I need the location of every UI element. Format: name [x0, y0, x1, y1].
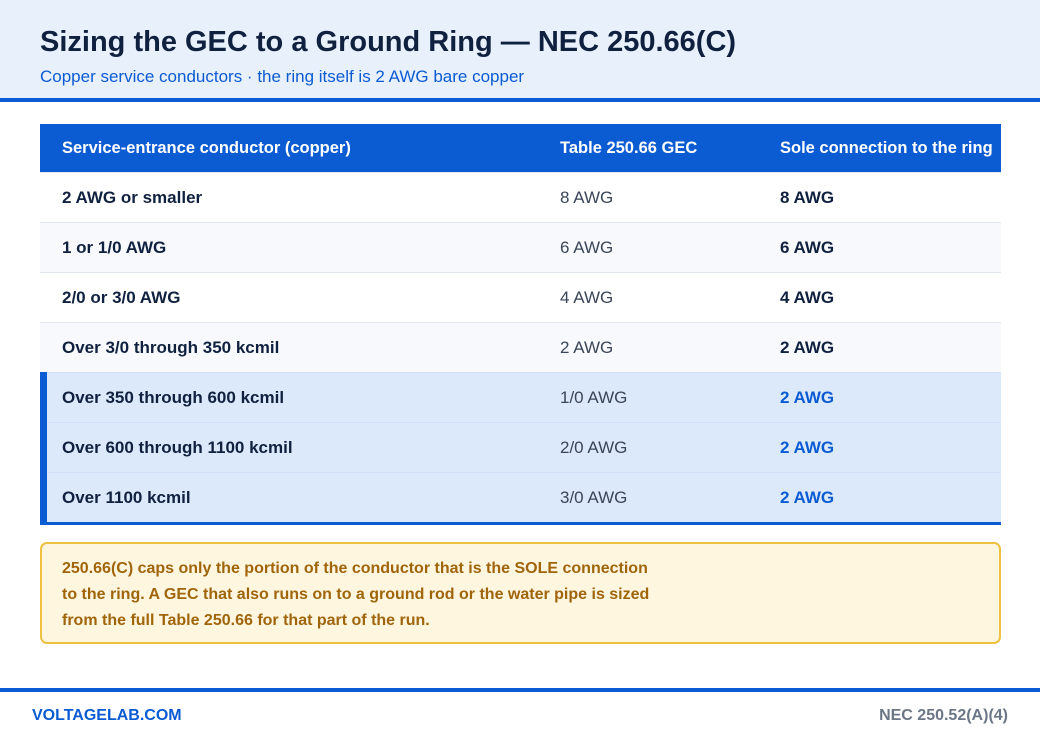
note-line: from the full Table 250.66 for that part…	[62, 612, 430, 629]
conductor-cell: 1 or 1/0 AWG	[62, 237, 167, 257]
gec-sizing-table: Service-entrance conductor (copper) Tabl…	[40, 124, 1001, 525]
table-row: 2/0 or 3/0 AWG 4 AWG 4 AWG	[40, 272, 1001, 322]
sole-connection-cell: 2 AWG	[780, 487, 835, 507]
table-gec-cell: 4 AWG	[560, 287, 614, 307]
table-row: Over 3/0 through 350 kcmil 2 AWG 2 AWG	[40, 322, 1001, 372]
column-header-conductor: Service-entrance conductor (copper)	[62, 138, 351, 157]
table-row: 2 AWG or smaller 8 AWG 8 AWG	[40, 172, 1001, 222]
table-gec-cell: 3/0 AWG	[560, 487, 628, 507]
table-row-highlighted: Over 600 through 1100 kcmil 2/0 AWG 2 AW…	[40, 422, 1001, 472]
table-gec-cell: 2/0 AWG	[560, 437, 628, 457]
sole-connection-cell: 2 AWG	[780, 387, 835, 407]
footer-brand: VOLTAGELAB.COM	[32, 707, 182, 724]
note-line: 250.66(C) caps only the portion of the c…	[62, 560, 648, 577]
conductor-cell: Over 1100 kcmil	[62, 487, 191, 507]
column-header-sole-connection: Sole connection to the ring	[780, 138, 993, 157]
sole-connection-cell: 8 AWG	[780, 187, 835, 207]
table-row-highlighted: Over 350 through 600 kcmil 1/0 AWG 2 AWG	[40, 372, 1001, 422]
sole-connection-cell: 2 AWG	[780, 337, 835, 357]
sole-connection-note: 250.66(C) caps only the portion of the c…	[40, 542, 1001, 644]
table-header: Service-entrance conductor (copper) Tabl…	[40, 124, 1001, 172]
table-gec-cell: 2 AWG	[560, 337, 614, 357]
footer-divider	[0, 688, 1040, 692]
column-header-table-gec: Table 250.66 GEC	[560, 138, 698, 157]
page-header: Sizing the GEC to a Ground Ring — NEC 25…	[0, 0, 1040, 102]
table-gec-cell: 6 AWG	[560, 237, 614, 257]
table-row: 1 or 1/0 AWG 6 AWG 6 AWG	[40, 222, 1001, 272]
table-gec-cell: 8 AWG	[560, 187, 614, 207]
sole-connection-cell: 4 AWG	[780, 287, 835, 307]
table-bottom-rule	[40, 522, 1001, 525]
conductor-cell: 2/0 or 3/0 AWG	[62, 287, 181, 307]
sole-connection-cell: 2 AWG	[780, 437, 835, 457]
conductor-cell: Over 350 through 600 kcmil	[62, 387, 285, 407]
footer-code-reference: NEC 250.52(A)(4)	[879, 707, 1008, 724]
conductor-cell: 2 AWG or smaller	[62, 187, 203, 207]
table-gec-cell: 1/0 AWG	[560, 387, 628, 407]
note-line: to the ring. A GEC that also runs on to …	[62, 586, 650, 603]
table-row-highlighted: Over 1100 kcmil 3/0 AWG 2 AWG	[40, 472, 1001, 522]
page-title: Sizing the GEC to a Ground Ring — NEC 25…	[40, 26, 737, 58]
page-subtitle: Copper service conductors · the ring its…	[40, 67, 525, 86]
conductor-cell: Over 600 through 1100 kcmil	[62, 437, 293, 457]
sole-connection-cell: 6 AWG	[780, 237, 835, 257]
conductor-cell: Over 3/0 through 350 kcmil	[62, 337, 280, 357]
